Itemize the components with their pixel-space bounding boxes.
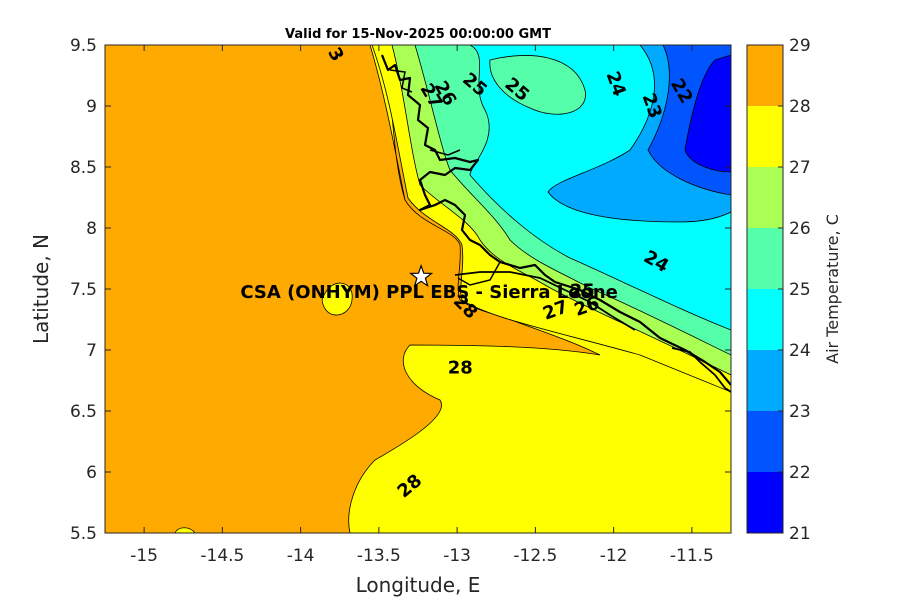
colorbar-band xyxy=(747,167,783,228)
colorbar-tick-label: 25 xyxy=(789,280,811,300)
x-tick-label: -14 xyxy=(287,546,315,566)
y-tick-label: 5.5 xyxy=(70,524,97,544)
y-tick-label: 6 xyxy=(86,463,97,483)
x-tick-label: -13.5 xyxy=(357,546,401,566)
map-title: Valid for 15-Nov-2025 00:00:00 GMT xyxy=(285,27,551,42)
colorbar-band xyxy=(747,472,783,533)
colorbar-band xyxy=(747,411,783,472)
x-tick-label: -14.5 xyxy=(200,546,244,566)
colorbar-tick-label: 29 xyxy=(789,36,811,56)
x-tick-label: -11.5 xyxy=(670,546,714,566)
x-axis-label: Longitude, E xyxy=(356,573,481,597)
colorbar-tick-label: 22 xyxy=(789,463,811,483)
coastline-sherbro xyxy=(671,347,731,393)
colorbar: 21 22 23 24 25 26 27 28 29 xyxy=(746,36,811,544)
station-star-icon xyxy=(409,264,434,288)
y-tick-label: 7.5 xyxy=(70,280,97,300)
contour-label: 25 xyxy=(570,280,595,301)
y-axis: 5.5 6 6.5 7 7.5 8 8.5 9 9.5 xyxy=(70,36,731,544)
colorbar-tick-label: 21 xyxy=(789,524,811,544)
x-axis: -15 -14.5 -14 -13.5 -13 -12.5 -12 -11.5 xyxy=(130,45,714,566)
region-25-26-bubble xyxy=(489,55,586,115)
plot-area xyxy=(105,45,731,533)
region-27-28 xyxy=(348,45,731,533)
y-tick-label: 9 xyxy=(86,97,97,117)
contour-label: 28 xyxy=(448,357,473,378)
colorbar-band xyxy=(747,350,783,411)
colorbar-tick-label: 27 xyxy=(789,158,811,178)
y-tick-label: 8.5 xyxy=(70,158,97,178)
coastline xyxy=(380,54,731,386)
colorbar-band xyxy=(747,106,783,167)
colorbar-tick-label: 24 xyxy=(789,341,811,361)
region-21-22 xyxy=(684,54,731,173)
colorbar-band xyxy=(747,45,783,106)
colorbar-label: Air Temperature, C xyxy=(823,214,842,364)
x-tick-label: -13 xyxy=(443,546,471,566)
y-tick-label: 8 xyxy=(86,219,97,239)
x-tick-label: -12 xyxy=(600,546,628,566)
x-tick-label: -12.5 xyxy=(513,546,557,566)
coastline-river xyxy=(389,69,501,286)
coastline-inlet xyxy=(454,271,636,331)
colorbar-band xyxy=(747,289,783,350)
y-tick-label: 6.5 xyxy=(70,402,97,422)
x-tick-label: -15 xyxy=(130,546,158,566)
colorbar-tick-label: 26 xyxy=(789,219,811,239)
colorbar-tick-label: 28 xyxy=(789,97,811,117)
colorbar-band xyxy=(747,228,783,289)
y-axis-label: Latitude, N xyxy=(29,234,53,344)
region-27-28-island xyxy=(321,282,353,316)
y-tick-label: 7 xyxy=(86,341,97,361)
colorbar-tick-label: 23 xyxy=(789,402,811,422)
y-tick-label: 9.5 xyxy=(70,36,97,56)
station-label: CSA (ONHYM) PPL EBS - Sierra Leone xyxy=(240,282,617,303)
